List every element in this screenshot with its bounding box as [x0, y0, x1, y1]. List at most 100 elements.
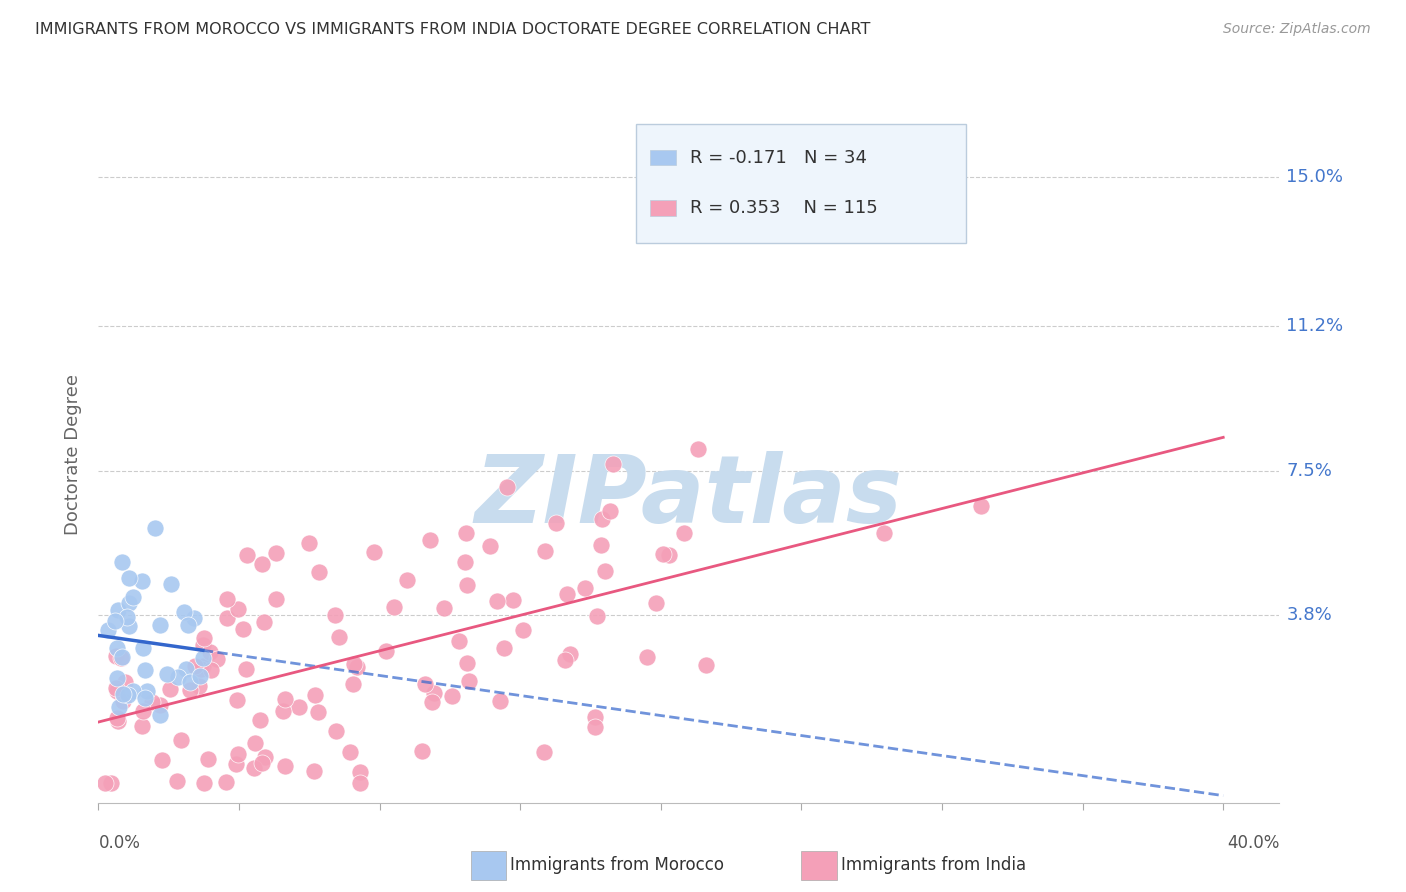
Point: [274, 759, 297, 773]
Point: [173, 605, 195, 619]
Point: [583, 710, 606, 724]
Point: [346, 660, 368, 674]
Point: [872, 525, 894, 540]
Point: [111, 687, 134, 701]
Point: [93, 776, 115, 790]
Point: [458, 674, 481, 689]
Point: [343, 657, 366, 671]
Point: [108, 700, 131, 714]
Point: [197, 752, 219, 766]
Point: [502, 593, 524, 607]
Point: [111, 650, 134, 665]
Point: [591, 512, 613, 526]
Point: [183, 659, 205, 673]
Point: [156, 666, 179, 681]
Text: Immigrants from Morocco: Immigrants from Morocco: [510, 856, 724, 874]
Point: [593, 564, 616, 578]
Point: [323, 607, 346, 622]
Point: [118, 571, 141, 585]
FancyBboxPatch shape: [650, 201, 676, 216]
Point: [486, 594, 509, 608]
Point: [183, 611, 205, 625]
Point: [454, 555, 477, 569]
Point: [440, 689, 463, 703]
Point: [118, 618, 141, 632]
Point: [149, 618, 172, 632]
Point: [105, 683, 128, 698]
Point: [695, 658, 717, 673]
Text: 15.0%: 15.0%: [1286, 169, 1344, 186]
Point: [651, 547, 673, 561]
Point: [688, 442, 710, 457]
Point: [374, 644, 396, 658]
Point: [193, 638, 215, 652]
Point: [207, 652, 229, 666]
Point: [673, 525, 696, 540]
Point: [554, 653, 576, 667]
FancyBboxPatch shape: [650, 150, 676, 166]
Point: [198, 645, 221, 659]
Point: [177, 618, 200, 632]
Point: [411, 744, 433, 758]
Point: [288, 699, 311, 714]
Point: [574, 581, 596, 595]
Point: [105, 711, 128, 725]
Point: [193, 631, 215, 645]
Point: [232, 622, 254, 636]
Point: [217, 611, 239, 625]
Point: [583, 720, 606, 734]
Point: [432, 601, 454, 615]
Point: [242, 761, 264, 775]
Point: [200, 663, 222, 677]
Point: [478, 539, 501, 553]
Point: [107, 714, 129, 729]
Point: [191, 651, 214, 665]
Point: [449, 634, 471, 648]
Point: [225, 757, 247, 772]
Text: R = -0.171   N = 34: R = -0.171 N = 34: [690, 149, 868, 167]
Point: [131, 718, 153, 732]
Point: [494, 641, 516, 656]
Point: [382, 599, 405, 614]
Point: [304, 688, 326, 702]
Point: [243, 736, 266, 750]
Y-axis label: Doctorate Degree: Doctorate Degree: [63, 375, 82, 535]
Point: [122, 684, 145, 698]
Point: [134, 663, 156, 677]
Point: [104, 614, 127, 628]
Point: [159, 682, 181, 697]
Point: [121, 591, 143, 605]
Point: [534, 544, 557, 558]
Point: [143, 520, 166, 534]
Point: [363, 544, 385, 558]
Point: [105, 671, 128, 685]
Point: [423, 686, 446, 700]
Point: [413, 677, 436, 691]
Point: [254, 750, 277, 764]
Point: [134, 691, 156, 706]
Point: [104, 681, 127, 695]
Point: [132, 704, 155, 718]
Point: [533, 745, 555, 759]
Point: [141, 695, 163, 709]
Text: IMMIGRANTS FROM MOROCCO VS IMMIGRANTS FROM INDIA DOCTORATE DEGREE CORRELATION CH: IMMIGRANTS FROM MOROCCO VS IMMIGRANTS FR…: [35, 22, 870, 37]
Point: [602, 457, 624, 471]
Point: [456, 656, 478, 670]
Point: [298, 536, 321, 550]
Point: [264, 591, 287, 606]
Point: [658, 548, 681, 562]
Point: [558, 647, 581, 661]
Point: [226, 602, 249, 616]
Point: [179, 674, 201, 689]
Point: [636, 650, 658, 665]
Point: [136, 684, 159, 698]
Point: [969, 499, 991, 513]
Text: 3.8%: 3.8%: [1286, 607, 1333, 624]
Point: [304, 764, 326, 778]
Point: [544, 516, 567, 531]
Text: Source: ZipAtlas.com: Source: ZipAtlas.com: [1223, 22, 1371, 37]
Point: [226, 693, 249, 707]
Point: [190, 662, 212, 676]
Point: [349, 765, 371, 780]
Point: [645, 596, 668, 610]
